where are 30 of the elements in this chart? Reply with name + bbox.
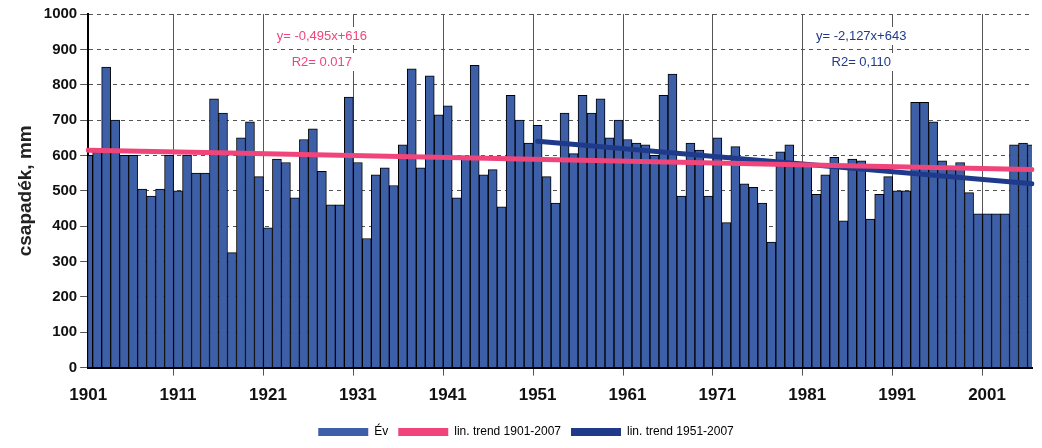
annotation: R2= 0.017 — [291, 53, 353, 69]
y-tick-label: 300 — [52, 251, 78, 269]
legend-label: Év — [374, 423, 389, 439]
x-tick-label: 1981 — [788, 385, 827, 405]
y-axis-title: csapadék, mm — [13, 125, 35, 257]
y-tick-label: 900 — [52, 39, 78, 57]
annotation: y= -2,127x+643 — [816, 27, 907, 43]
y-tick-label: 200 — [52, 287, 78, 305]
x-tick-label: 1991 — [878, 385, 917, 405]
x-tick-label: 1941 — [428, 385, 467, 405]
annotation: R2= 0,110 — [831, 53, 891, 69]
y-tick-label: 700 — [52, 110, 78, 128]
x-tick-label: 1951 — [518, 385, 557, 405]
y-tick-label: 100 — [52, 322, 78, 340]
y-tick-label: 400 — [52, 216, 78, 234]
legend-label: lin. trend 1951-2007 — [627, 424, 735, 439]
y-tick-label: 1000 — [43, 4, 78, 22]
x-tick-label: 1921 — [249, 385, 287, 405]
annotation: y= -0,495x+616 — [276, 27, 368, 43]
x-tick-label: 2001 — [968, 385, 1006, 405]
x-tick-label: 1961 — [608, 385, 647, 405]
x-tick-label: 1931 — [338, 385, 377, 405]
legend-label: lin. trend 1901-2007 — [454, 424, 562, 439]
x-tick-label: 1911 — [159, 385, 197, 405]
y-tick-label: 500 — [52, 180, 78, 198]
y-tick-label: 600 — [52, 145, 78, 163]
y-tick-label: 0 — [68, 357, 78, 375]
x-tick-label: 1971 — [698, 385, 737, 405]
y-tick-label: 800 — [52, 74, 78, 92]
x-tick-label: 1901 — [69, 385, 108, 405]
